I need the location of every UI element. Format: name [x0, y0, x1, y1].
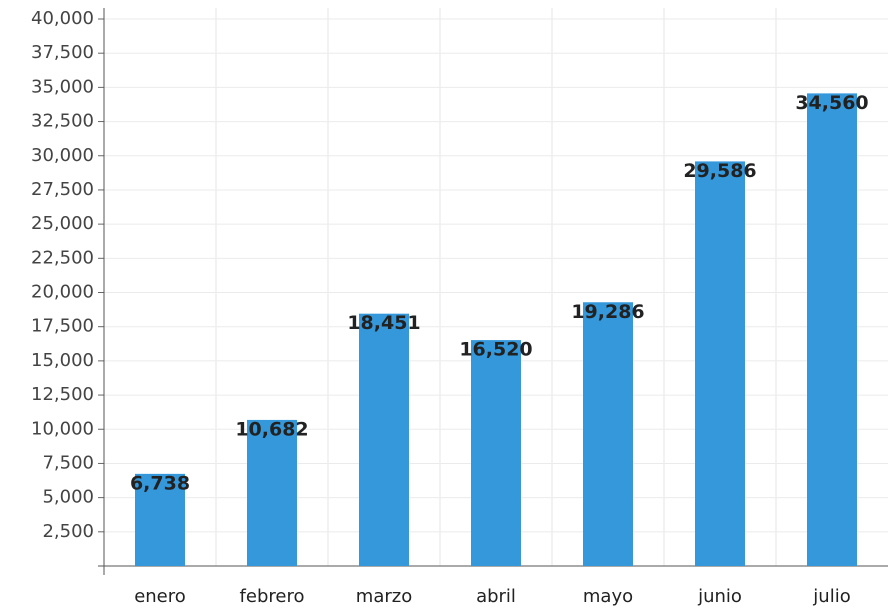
- x-tick-label: mayo: [583, 586, 633, 607]
- y-tick-label: 40,000: [31, 8, 94, 29]
- value-label: 6,738: [130, 472, 190, 494]
- y-tick-label: 2,500: [42, 521, 94, 542]
- bar: [695, 161, 745, 567]
- y-tick-label: 35,000: [31, 76, 94, 97]
- bar: [583, 302, 633, 566]
- x-tick-label: junio: [697, 586, 742, 607]
- bar: [135, 473, 185, 566]
- bar: [359, 313, 409, 566]
- x-tick-label: abril: [476, 586, 516, 607]
- y-tick-label: 7,500: [42, 452, 94, 473]
- x-tick-label: enero: [134, 586, 186, 607]
- y-tick-label: 30,000: [31, 145, 94, 166]
- value-label: 16,520: [459, 339, 532, 361]
- value-label: 10,682: [235, 418, 308, 440]
- value-label: 19,286: [571, 301, 644, 323]
- y-tick-label: 27,500: [31, 179, 94, 200]
- bar: [247, 419, 297, 566]
- value-label: 18,451: [347, 312, 420, 334]
- y-tick-label: 37,500: [31, 42, 94, 63]
- y-tick-label: 20,000: [31, 282, 94, 303]
- y-tick-label: 5,000: [42, 487, 94, 508]
- y-tick-label: 22,500: [31, 247, 94, 268]
- y-tick-label: 12,500: [31, 384, 94, 405]
- y-tick-label: 10,000: [31, 418, 94, 439]
- y-tick-label: 15,000: [31, 350, 94, 371]
- x-tick-label: julio: [812, 586, 850, 607]
- y-tick-label: 17,500: [31, 316, 94, 337]
- bar: [807, 93, 857, 566]
- bar: [471, 340, 521, 566]
- y-tick-label: 32,500: [31, 111, 94, 132]
- x-tick-label: marzo: [356, 586, 412, 607]
- x-tick-label: febrero: [240, 586, 305, 607]
- value-label: 34,560: [795, 92, 868, 114]
- value-label: 29,586: [683, 160, 756, 182]
- y-tick-label: 25,000: [31, 213, 94, 234]
